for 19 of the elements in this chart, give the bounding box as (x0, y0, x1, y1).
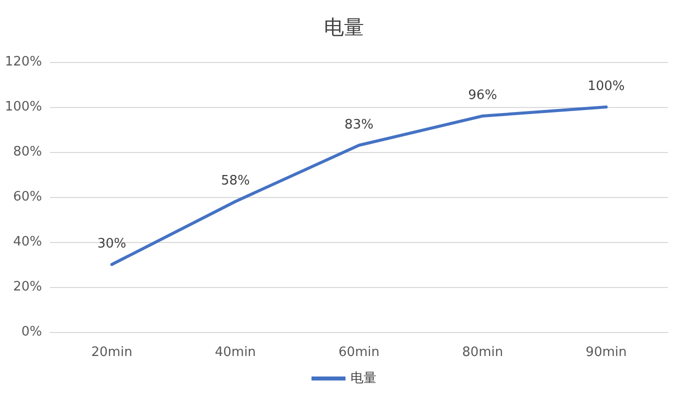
x-tick-label: 80min (462, 345, 504, 360)
y-tick-label: 40% (13, 234, 42, 250)
data-label: 83% (344, 117, 374, 132)
y-tick-label: 80% (13, 144, 42, 160)
data-label: 58% (220, 174, 250, 188)
y-tick-label: 20% (13, 280, 42, 294)
y-tick-label: 120% (4, 54, 42, 70)
x-tick-label: 90min (586, 345, 627, 360)
data-label: 100% (588, 79, 625, 94)
chart-title: 电量 (324, 15, 364, 39)
legend-label: 电量 (350, 371, 376, 386)
data-label: 30% (97, 236, 126, 252)
y-tick-label: 100% (4, 100, 42, 114)
x-tick-label: 40min (214, 345, 256, 360)
y-tick-label: 0% (21, 324, 42, 340)
data-label: 96% (468, 88, 498, 103)
x-tick-label: 20min (91, 345, 132, 360)
x-tick-label: 60min (338, 345, 380, 360)
y-tick-label: 60% (13, 190, 42, 204)
